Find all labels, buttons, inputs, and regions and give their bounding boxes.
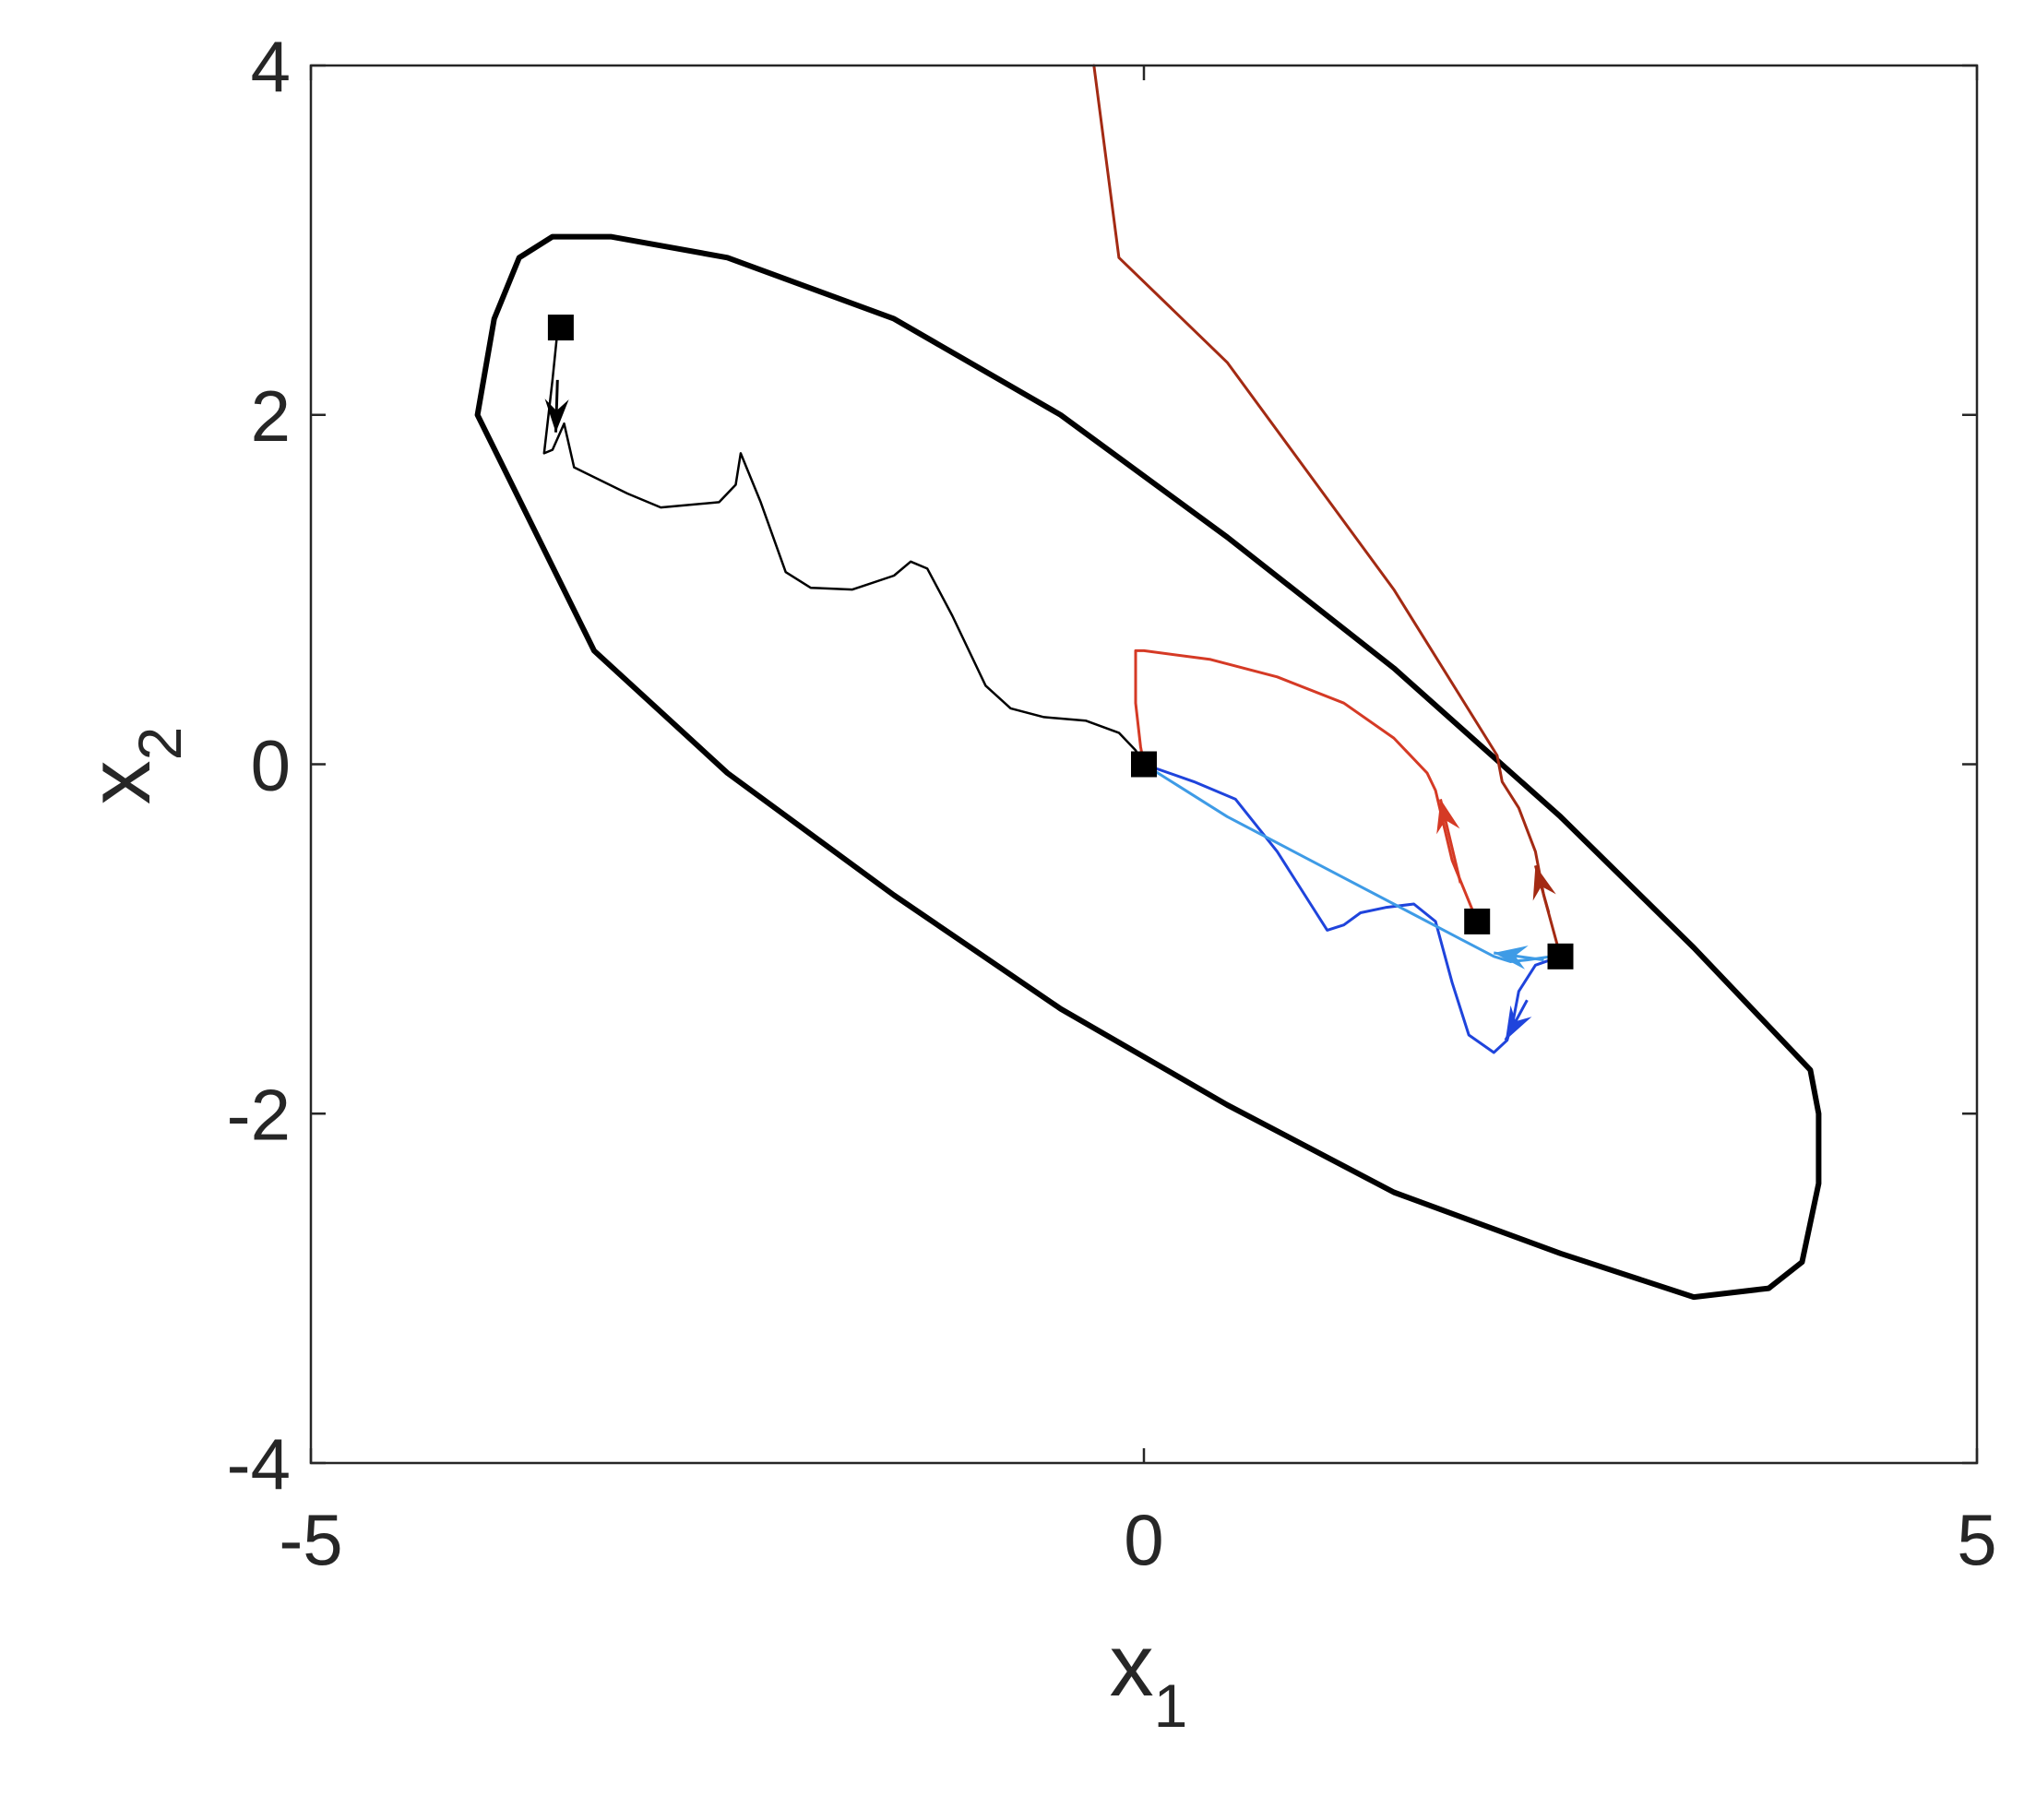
x-tick-label: 0 <box>1124 1499 1163 1580</box>
y-tick-label: 4 <box>251 26 291 107</box>
x-axis-label: x1 <box>1110 1616 1188 1740</box>
arrow-head <box>1494 946 1529 969</box>
y-axis-label: x2 <box>70 727 194 805</box>
arrow-head <box>544 398 569 433</box>
y-axis-label-subscript: 2 <box>125 727 194 761</box>
y-tick-label: 0 <box>251 725 291 806</box>
arrow-head <box>1436 799 1460 835</box>
x-axis-label-subscript: 1 <box>1154 1671 1188 1740</box>
y-tick-label: -2 <box>227 1074 291 1155</box>
arrow-head <box>1505 1005 1532 1041</box>
trajectory-red <box>1134 648 1479 923</box>
initial-point-marker <box>547 315 574 341</box>
arrow-head <box>1532 865 1556 901</box>
trajectory-black-traj <box>542 329 1146 766</box>
y-tick-label: -4 <box>227 1423 291 1505</box>
y-tick-labels: -4 -2 0 2 4 <box>227 26 291 1505</box>
plot-content <box>474 64 1822 1301</box>
initial-point-marker <box>1547 943 1574 969</box>
trajectory-boundary <box>474 233 1822 1301</box>
y-axis-label-main: x <box>70 760 169 804</box>
tick-marks <box>309 64 1979 1465</box>
x-tick-label: 5 <box>1957 1499 1996 1580</box>
x-tick-labels: -5 0 5 <box>279 1499 1996 1580</box>
y-tick-label: 2 <box>251 375 291 457</box>
initial-point-marker <box>1131 751 1157 778</box>
initial-point-marker <box>1464 908 1491 934</box>
trajectory-light-blue <box>1142 763 1554 963</box>
x-axis-label-main: x <box>1110 1616 1154 1715</box>
x-tick-label: -5 <box>279 1499 342 1580</box>
